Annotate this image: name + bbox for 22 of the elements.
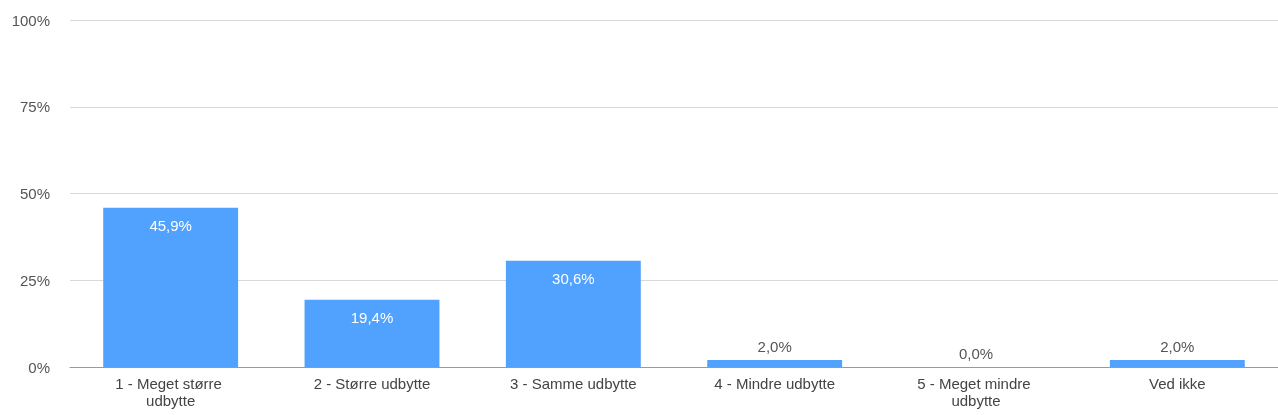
x-tick-label: 4 - Mindre udbytte [714,375,836,392]
x-tick-label: 1 - Meget større udbytte [115,375,227,409]
data-label: 19,4% [350,308,394,326]
data-label: 45,9% [149,216,192,234]
data-label: 2,0% [757,338,792,356]
y-tick-label: 100% [11,11,50,29]
data-label: 30,6% [552,269,595,287]
bar [707,360,843,367]
x-tick-label: 3 - Samme udbytte [509,375,637,392]
x-tick-label: 5 - Meget mindre udbytte [917,375,1035,409]
y-tick-label: 25% [19,271,50,289]
x-tick-label: Ved ikke [1148,375,1206,392]
y-tick-label: 50% [19,185,50,202]
bar [1109,360,1245,367]
data-label: 0,0% [958,345,994,362]
data-label: 2,0% [1160,338,1195,356]
bar [505,260,641,367]
bar [304,299,440,367]
y-tick-label: 0% [28,358,50,376]
y-tick-label: 75% [19,98,50,116]
bar [103,207,239,367]
x-tick-label: 2 - Større udbytte [313,375,431,392]
